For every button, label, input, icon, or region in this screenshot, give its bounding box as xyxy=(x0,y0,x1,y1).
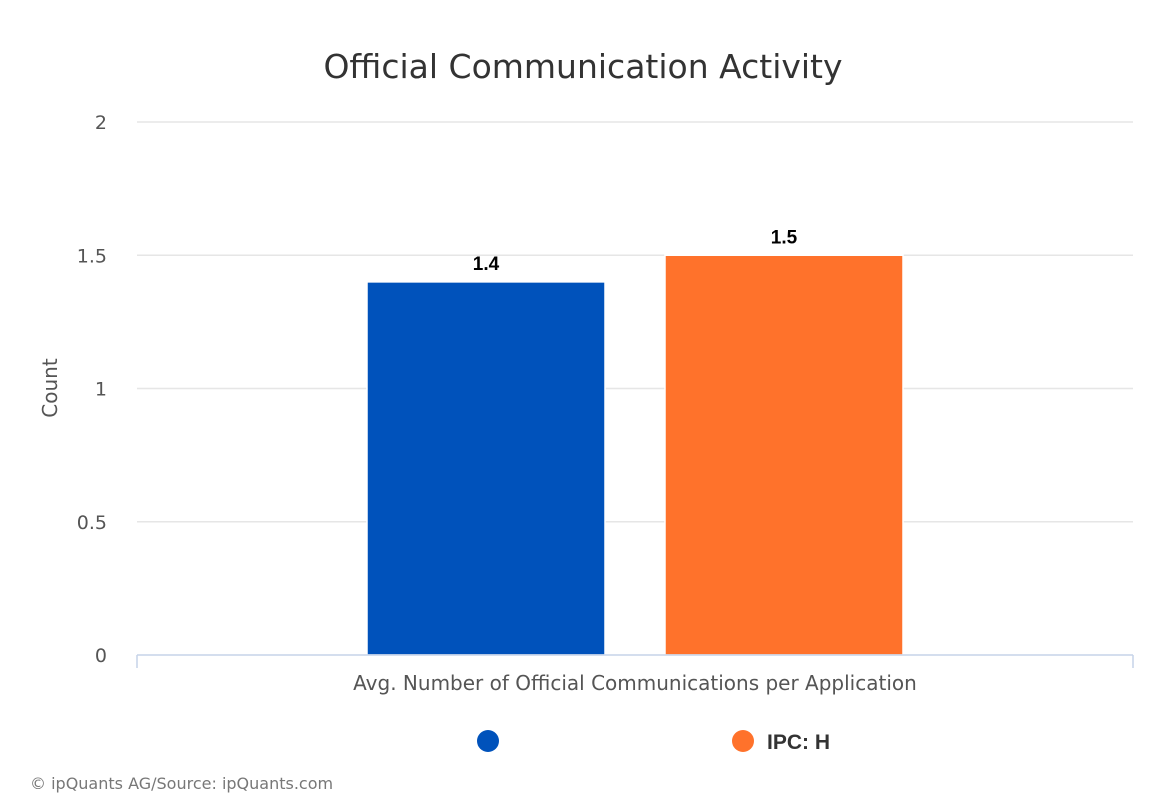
legend-marker xyxy=(477,730,499,752)
y-axis-ticks: 0 0.5 1 1.5 2 xyxy=(77,112,107,667)
bar-series-2 xyxy=(664,254,904,656)
legend-marker xyxy=(732,730,754,752)
legend-item-2[interactable]: IPC: H xyxy=(732,730,830,754)
y-axis-title: Count xyxy=(38,358,62,418)
data-labels: 1.4 1.5 xyxy=(473,227,798,275)
chart-title: Official Communication Activity xyxy=(323,47,842,86)
data-label-series-1: 1.4 xyxy=(473,254,500,275)
y-tick-label: 2 xyxy=(95,112,107,134)
credits-text: © ipQuants AG/Source: ipQuants.com xyxy=(30,774,333,793)
legend-label: IPC: H xyxy=(767,731,830,754)
gridlines xyxy=(137,121,1133,523)
data-label-series-2: 1.5 xyxy=(771,227,798,248)
y-tick-label: 0.5 xyxy=(77,512,107,534)
y-tick-label: 1 xyxy=(95,379,107,401)
legend: IPC: H xyxy=(477,730,830,754)
y-tick-label: 1.5 xyxy=(77,245,107,267)
bar-series-1 xyxy=(366,281,606,656)
legend-item-1[interactable] xyxy=(477,730,499,752)
x-axis-category-label: Avg. Number of Official Communications p… xyxy=(353,671,917,695)
bars xyxy=(366,254,904,656)
y-tick-label: 0 xyxy=(95,645,107,667)
